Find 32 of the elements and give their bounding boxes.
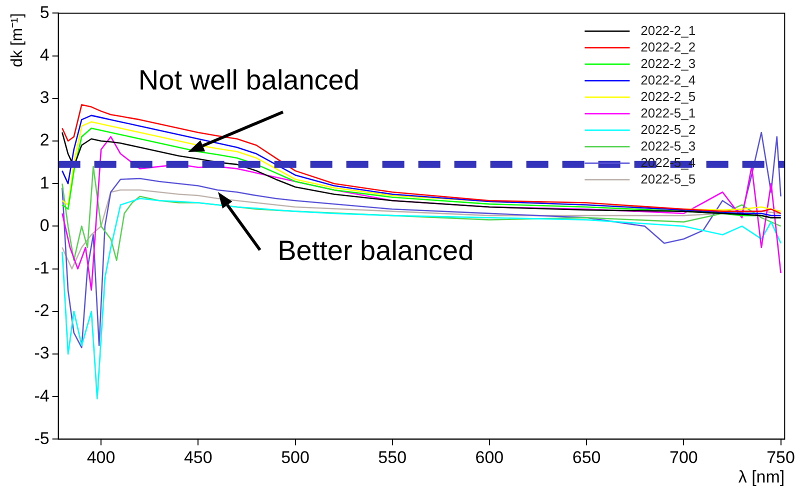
x-tick-label: 450 <box>184 448 212 468</box>
legend-label: 2022-5_2 <box>640 122 696 137</box>
legend-label: 2022-2_4 <box>640 72 696 88</box>
legend-label: 2022-5_3 <box>640 138 696 154</box>
legend-label: 2022-2_1 <box>640 22 696 38</box>
x-tick-label: 500 <box>281 448 310 468</box>
y-tick-label: 3 <box>40 88 50 108</box>
y-tick-label: -3 <box>34 344 50 363</box>
annotation: Not well balanced <box>138 64 360 96</box>
y-tick-label: -4 <box>34 386 50 406</box>
x-tick-label: 650 <box>572 448 601 468</box>
legend-label: 2022-2_3 <box>640 56 696 71</box>
legend-label: 2022-5_5 <box>640 171 696 186</box>
y-tick-label: 2 <box>40 130 50 150</box>
x-tick-label: 700 <box>669 448 698 468</box>
x-tick-label: 600 <box>475 448 504 468</box>
y-tick-label: -2 <box>34 301 50 320</box>
y-tick-label: -1 <box>34 258 50 278</box>
y-tick-label: 5 <box>40 2 50 22</box>
x-tick-label: 400 <box>86 448 116 468</box>
annotation: Better balanced <box>278 234 474 266</box>
y-tick-label: -5 <box>34 428 50 448</box>
y-axis-title: dk [m⁻¹] <box>9 13 26 68</box>
x-tick-label: 750 <box>766 448 795 468</box>
y-tick-label: 1 <box>40 173 50 192</box>
legend-label: 2022-5_1 <box>640 105 696 120</box>
legend-label: 2022-2_2 <box>640 39 696 54</box>
y-tick-label: 4 <box>40 45 50 64</box>
x-tick-label: 550 <box>378 448 407 468</box>
y-tick-label: 0 <box>40 216 50 235</box>
x-axis-title: λ [nm] <box>738 467 785 486</box>
legend-label: 2022-2_5 <box>640 88 696 104</box>
